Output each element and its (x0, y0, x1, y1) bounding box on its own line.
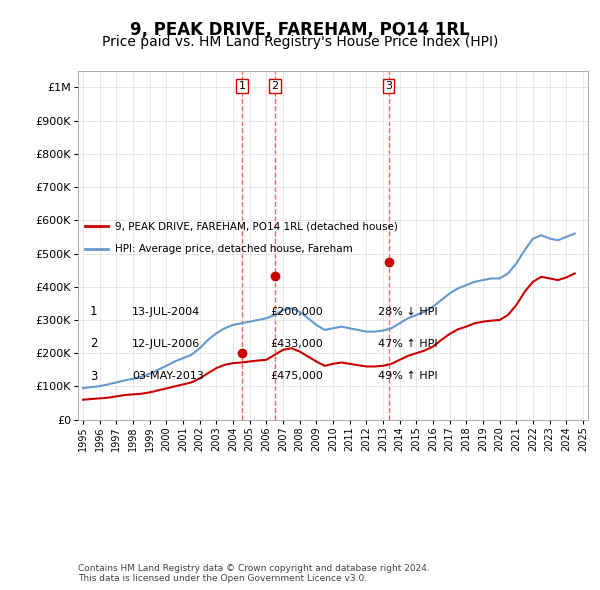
Text: 2: 2 (90, 337, 97, 350)
Text: 13-JUL-2004: 13-JUL-2004 (132, 307, 200, 316)
Text: 49% ↑ HPI: 49% ↑ HPI (378, 372, 437, 381)
Text: 1: 1 (238, 81, 245, 91)
Text: 9, PEAK DRIVE, FAREHAM, PO14 1RL: 9, PEAK DRIVE, FAREHAM, PO14 1RL (130, 21, 470, 39)
Text: 9, PEAK DRIVE, FAREHAM, PO14 1RL (detached house): 9, PEAK DRIVE, FAREHAM, PO14 1RL (detach… (115, 221, 398, 231)
Text: HPI: Average price, detached house, Fareham: HPI: Average price, detached house, Fare… (115, 244, 353, 254)
Text: £475,000: £475,000 (270, 372, 323, 381)
Text: 28% ↓ HPI: 28% ↓ HPI (378, 307, 437, 316)
Text: Contains HM Land Registry data © Crown copyright and database right 2024.
This d: Contains HM Land Registry data © Crown c… (78, 563, 430, 583)
Text: 3: 3 (90, 370, 97, 383)
Text: 03-MAY-2013: 03-MAY-2013 (132, 372, 204, 381)
Text: £200,000: £200,000 (270, 307, 323, 316)
Text: 47% ↑ HPI: 47% ↑ HPI (378, 339, 437, 349)
Text: 3: 3 (385, 81, 392, 91)
Text: Price paid vs. HM Land Registry's House Price Index (HPI): Price paid vs. HM Land Registry's House … (102, 35, 498, 50)
Text: £433,000: £433,000 (270, 339, 323, 349)
Text: 2: 2 (272, 81, 279, 91)
Text: 12-JUL-2006: 12-JUL-2006 (132, 339, 200, 349)
Text: 1: 1 (90, 305, 97, 318)
